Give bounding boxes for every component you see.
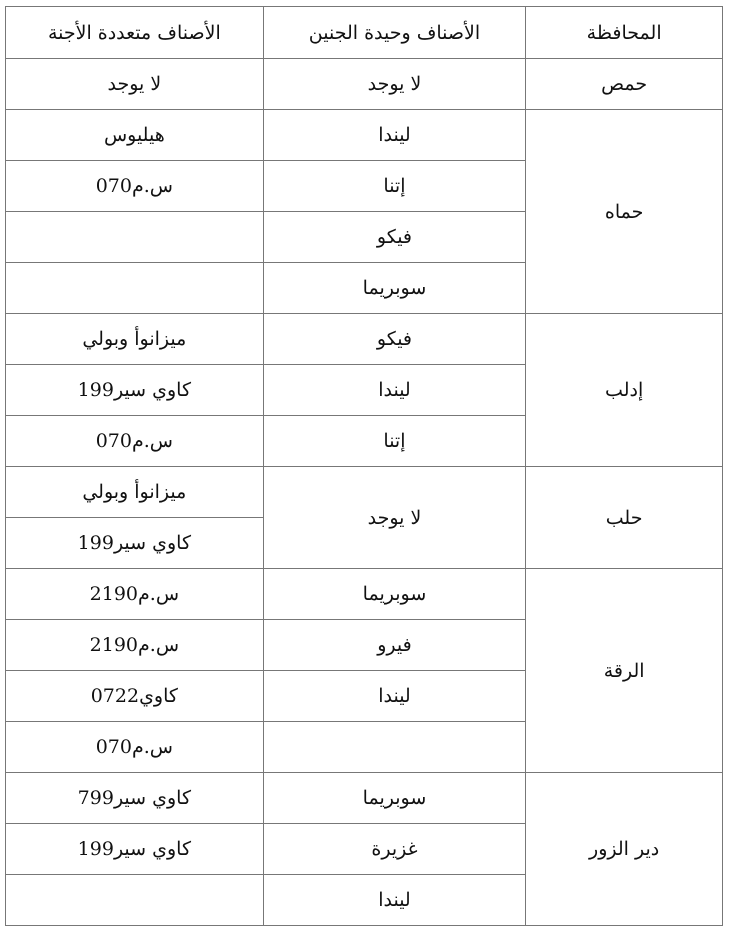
single-embryo-cell: ليندا (262, 670, 527, 722)
table-row: إتنا س.م070 (5, 160, 723, 212)
single-embryo-cell (262, 721, 527, 773)
table-row: إدلب فيكو ميزانوأ وبولي (5, 313, 723, 467)
governorate-cell: دير الزور (525, 772, 723, 926)
single-embryo-cell: إتنا (262, 415, 527, 467)
single-embryo-cell: لا يوجد (262, 58, 527, 110)
table-row: س.م070 (5, 721, 723, 773)
single-embryo-cell: فيرو (262, 619, 527, 671)
single-embryo-cell: ليندا (262, 364, 527, 416)
table-body: حمص لا يوجد لا يوجد حماه ليندا هيليوس إتنا س.م0… (5, 58, 723, 926)
multi-embryo-cell (5, 262, 264, 314)
multi-embryo-cell: س.م070 (5, 721, 264, 773)
table-row: ليندا كاوي0722 (5, 670, 723, 722)
multi-embryo-cell: س.م070 (5, 415, 264, 467)
table-row: فيكو (5, 211, 723, 263)
table-row: دير الزور سوبريما كاوي سير799 (5, 772, 723, 926)
single-embryo-cell: سوبريما (262, 568, 527, 620)
governorate-cell: الرقة (525, 568, 723, 773)
governorate-cell: حلب (525, 466, 723, 569)
governorate-cell: حماه (525, 109, 723, 314)
single-embryo-cell: سوبريما (262, 262, 527, 314)
multi-embryo-cell: س.م2190 (5, 619, 264, 671)
table-row: كاوي سير199 (5, 517, 723, 569)
header-multi-embryo: الأصناف متعددة الأجنة (5, 6, 264, 59)
header-governorate: المحافظة (525, 6, 723, 59)
multi-embryo-cell (5, 211, 264, 263)
single-embryo-cell: فيكو (262, 211, 527, 263)
varieties-table: المحافظة الأصناف وحيدة الجنين الأصناف مت… (5, 6, 723, 926)
governorate-cell: حمص (525, 58, 723, 110)
single-embryo-cell: غزيرة (262, 823, 527, 875)
table-row: ليندا (5, 874, 723, 926)
multi-embryo-cell: هيليوس (5, 109, 264, 161)
table-row: غزيرة كاوي سير199 (5, 823, 723, 875)
multi-embryo-cell: كاوي سير199 (5, 823, 264, 875)
single-embryo-cell: لا يوجد (262, 466, 527, 569)
single-embryo-cell: سوبريما (262, 772, 527, 824)
table-row: الرقة سوبريما س.م2190 (5, 568, 723, 773)
multi-embryo-cell: كاوي سير199 (5, 364, 264, 416)
multi-embryo-cell: كاوي سير199 (5, 517, 264, 569)
governorate-cell: إدلب (525, 313, 723, 467)
table-row: إتنا س.م070 (5, 415, 723, 467)
table-row: حلب لا يوجد ميزانوأ وبولي (5, 466, 723, 569)
multi-embryo-cell: س.م070 (5, 160, 264, 212)
header-row: المحافظة الأصناف وحيدة الجنين الأصناف مت… (5, 6, 723, 59)
multi-embryo-cell: كاوي0722 (5, 670, 264, 722)
single-embryo-cell: ليندا (262, 109, 527, 161)
table-row: ليندا كاوي سير199 (5, 364, 723, 416)
multi-embryo-cell: لا يوجد (5, 58, 264, 110)
table-row: سوبريما (5, 262, 723, 314)
single-embryo-cell: ليندا (262, 874, 527, 926)
table-row: حماه ليندا هيليوس (5, 109, 723, 314)
multi-embryo-cell: ميزانوأ وبولي (5, 466, 264, 518)
multi-embryo-cell (5, 874, 264, 926)
multi-embryo-cell: س.م2190 (5, 568, 264, 620)
single-embryo-cell: فيكو (262, 313, 527, 365)
table-row: حمص لا يوجد لا يوجد (5, 58, 723, 110)
multi-embryo-cell: ميزانوأ وبولي (5, 313, 264, 365)
header-single-embryo: الأصناف وحيدة الجنين (262, 6, 527, 59)
single-embryo-cell: إتنا (262, 160, 527, 212)
multi-embryo-cell: كاوي سير799 (5, 772, 264, 824)
